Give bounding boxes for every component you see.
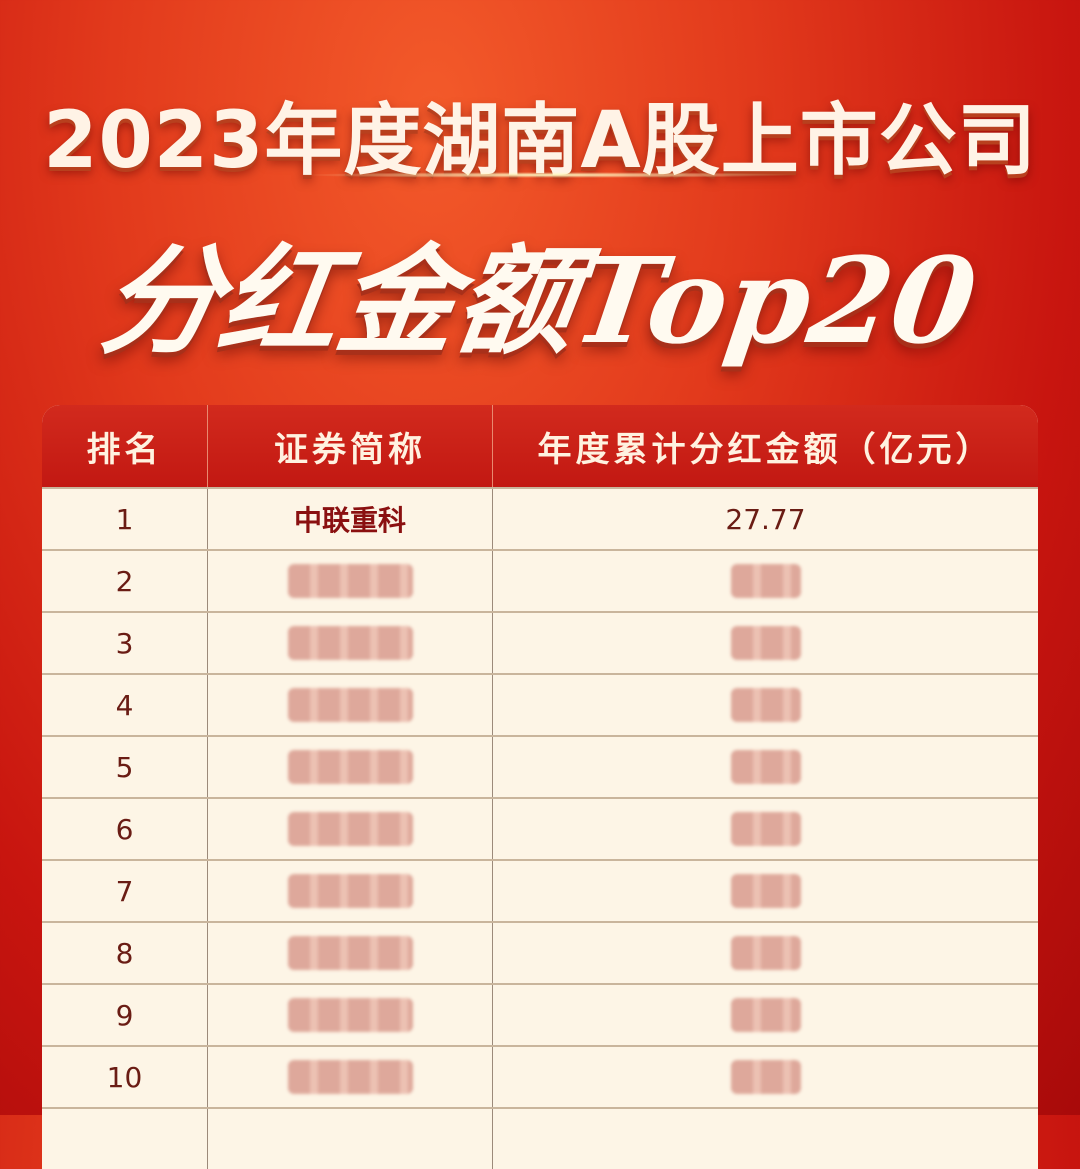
rank-cell-text: 5 (115, 750, 134, 784)
table-row: 4 (42, 673, 1038, 735)
amount-cell (493, 985, 1038, 1045)
name-cell (208, 985, 493, 1045)
rank-cell: 4 (42, 675, 208, 735)
rank-cell-text: 1 (115, 502, 134, 536)
name-cell (208, 551, 493, 611)
name-cell (208, 675, 493, 735)
amount-cell: 27.77 (493, 489, 1038, 549)
redacted-block (287, 936, 413, 970)
title-glow (300, 172, 800, 178)
rank-cell: 9 (42, 985, 208, 1045)
rank-cell-text: 8 (115, 936, 134, 970)
amount-cell (493, 737, 1038, 797)
table-row: 5 (42, 735, 1038, 797)
amount-cell (493, 1109, 1038, 1169)
table-row: 9 (42, 983, 1038, 1045)
amount-cell (493, 861, 1038, 921)
rank-cell: 7 (42, 861, 208, 921)
rank-cell-text: 9 (115, 998, 134, 1032)
redacted-block (730, 874, 801, 908)
rank-cell: 8 (42, 923, 208, 983)
name-cell (208, 861, 493, 921)
amount-cell (493, 1047, 1038, 1107)
amount-cell (493, 799, 1038, 859)
redacted-block (730, 750, 801, 784)
rank-cell: 1 (42, 489, 208, 549)
name-cell: 中联重科 (208, 489, 493, 549)
table-row: 1 中联重科 27.77 (42, 487, 1038, 549)
redacted-block (287, 1060, 413, 1094)
table-header: 排名 证券简称 年度累计分红金额（亿元） (42, 405, 1038, 487)
redacted-block (287, 688, 413, 722)
rank-cell: 5 (42, 737, 208, 797)
redacted-block (730, 998, 801, 1032)
table-row: 10 (42, 1045, 1038, 1107)
redacted-block (287, 998, 413, 1032)
table-row: 6 (42, 797, 1038, 859)
header-name: 证券简称 (208, 405, 493, 487)
name-cell (208, 1047, 493, 1107)
amount-cell (493, 613, 1038, 673)
rank-cell-text: 4 (115, 688, 134, 722)
name-cell (208, 613, 493, 673)
title-line-2: 分红金额Top20 (92, 231, 985, 370)
rank-cell (42, 1109, 208, 1169)
rank-cell-text: 3 (115, 626, 134, 660)
amount-cell (493, 551, 1038, 611)
redacted-block (730, 1060, 801, 1094)
redacted-block (287, 626, 413, 660)
redacted-block (287, 564, 413, 598)
table-row: 2 (42, 549, 1038, 611)
table-row: 3 (42, 611, 1038, 673)
ranking-table: 排名 证券简称 年度累计分红金额（亿元） 1 中联重科 27.77 2 3 4 5 6 7 8 9 1… (42, 405, 1038, 1169)
redacted-block (730, 812, 801, 846)
rank-cell: 2 (42, 551, 208, 611)
name-cell (208, 737, 493, 797)
name-cell (208, 1109, 493, 1169)
redacted-block (287, 750, 413, 784)
redacted-block (730, 688, 801, 722)
redacted-block (730, 936, 801, 970)
table-row (42, 1107, 1038, 1169)
redacted-block (287, 812, 413, 846)
rank-cell: 6 (42, 799, 208, 859)
rank-cell-text: 2 (115, 564, 134, 598)
header-amount: 年度累计分红金额（亿元） (537, 429, 994, 470)
rank-cell: 10 (42, 1047, 208, 1107)
amount-cell-text: 27.77 (725, 502, 806, 536)
title-line-1: 2023年度湖南A股上市公司 (43, 96, 1037, 186)
table-row: 8 (42, 921, 1038, 983)
redacted-block (287, 874, 413, 908)
amount-cell (493, 675, 1038, 735)
rank-cell-text: 10 (106, 1060, 143, 1094)
rank-cell-text: 7 (115, 874, 134, 908)
table-row: 7 (42, 859, 1038, 921)
amount-cell (493, 923, 1038, 983)
header-rank: 排名 (42, 405, 208, 487)
rank-cell: 3 (42, 613, 208, 673)
redacted-block (730, 564, 801, 598)
rank-cell-text: 6 (115, 812, 134, 846)
name-cell (208, 923, 493, 983)
redacted-block (730, 626, 801, 660)
name-cell-text: 中联重科 (293, 504, 406, 537)
name-cell (208, 799, 493, 859)
